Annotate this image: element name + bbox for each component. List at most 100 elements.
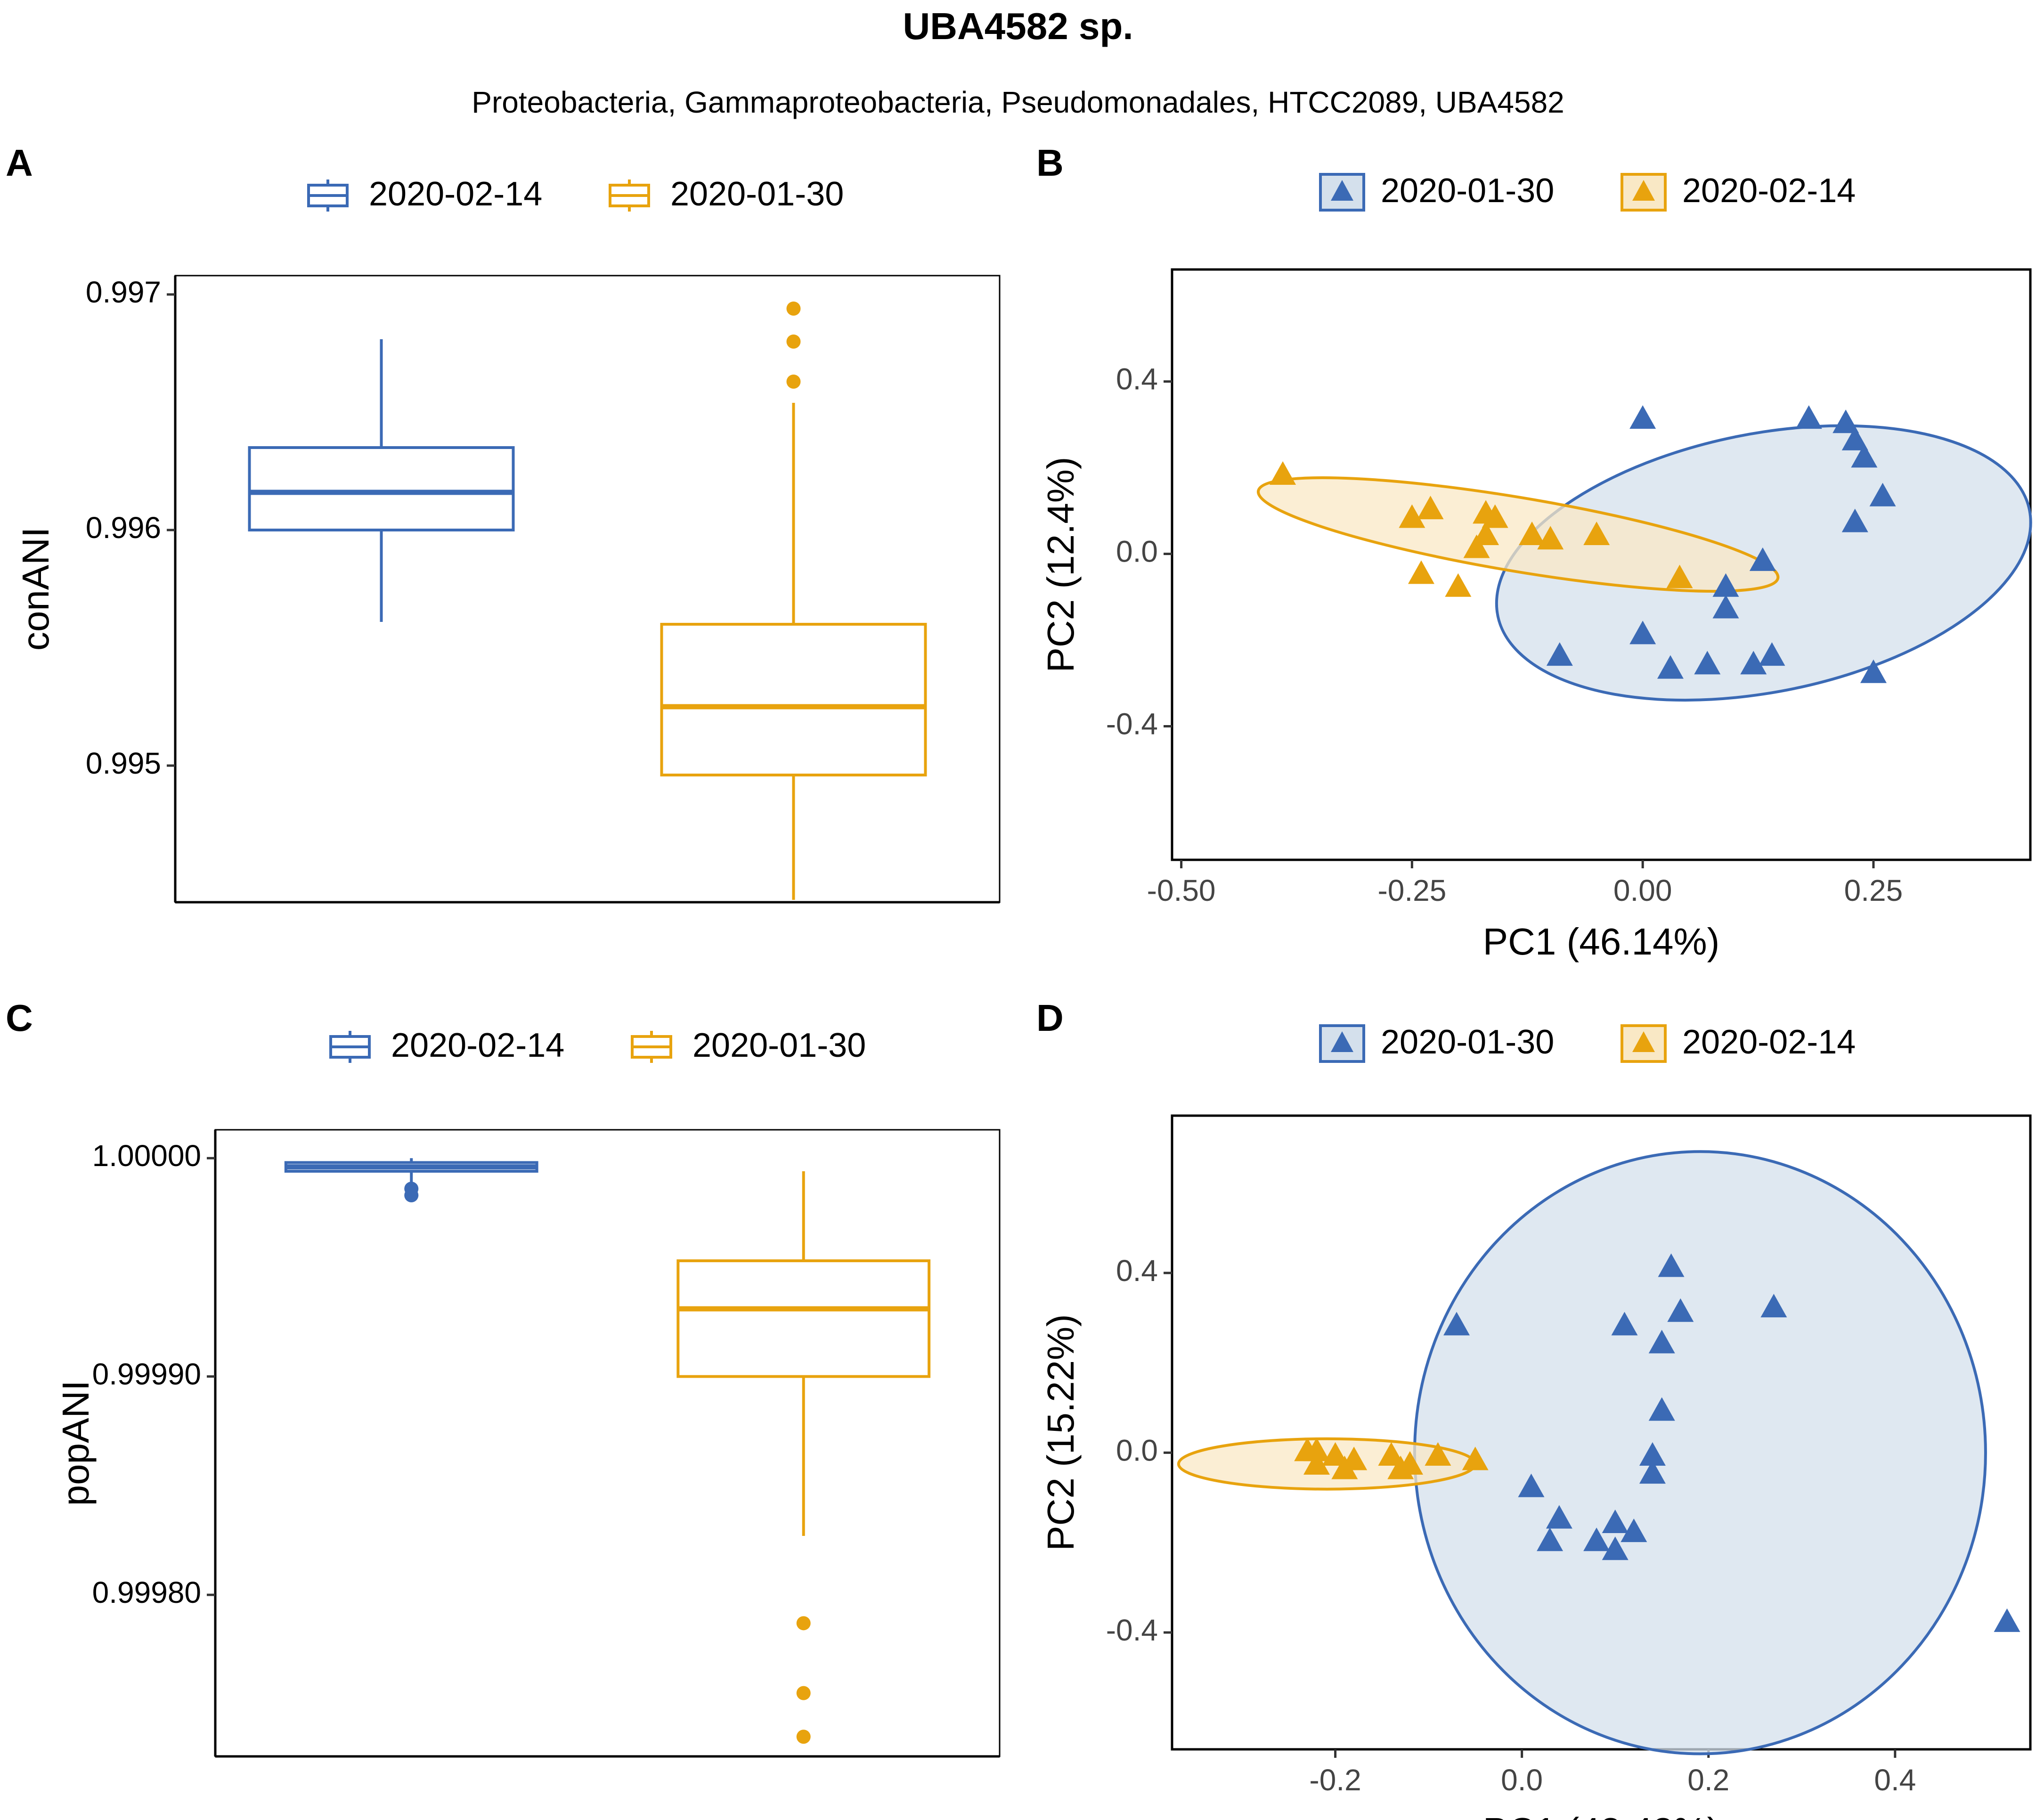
scatter-point [1869,482,1896,506]
box-2020-02-14 [284,1158,538,1203]
x-axis-label: PC1 (46.14%) [1483,921,1719,963]
x-tick-label: 0.4 [1874,1763,1916,1797]
box-outlier-point [404,1188,419,1203]
scatter-point [1519,522,1546,546]
scatter-point [1621,1518,1647,1543]
scatter-point [1387,1455,1414,1479]
scatter-point [1602,1510,1629,1534]
box-outlier-point [796,1730,811,1744]
scatter-point [1445,573,1472,597]
scatter-point [1322,1442,1349,1466]
legend-item-a-0 [307,180,349,212]
scatter-point [1639,1442,1666,1466]
legend-triangle-icon [1632,180,1655,201]
legend-label: 2020-02-14 [1682,1023,1856,1061]
scatter-point [1518,1473,1545,1497]
y-axis-label: conANI [15,527,57,651]
scatter-point [1537,1527,1564,1551]
scatter-point [1749,547,1776,571]
scatter-point [1851,444,1878,468]
scatter-point [1443,1312,1470,1336]
legend-label: 2020-02-14 [369,175,542,213]
scatter-point [1694,651,1721,675]
legend-item-b-1 [1621,173,1667,212]
series-2020-02-14 [1294,1437,1489,1479]
scatter-point [1463,534,1490,558]
y-tick-label: 0.0 [1116,1433,1158,1467]
y-axis-label: PC2 (15.22%) [1040,1314,1082,1551]
legend-triangle-icon [1331,180,1353,201]
x-tick-label: 0.2 [1687,1763,1729,1797]
legend-triangle-icon [1632,1031,1655,1052]
box-outlier-point [786,375,801,389]
scatter-point [1583,1527,1610,1551]
y-tick-label: 0.99990 [92,1357,201,1391]
panel-label-b: B [1036,142,1064,184]
panel-label-c: C [6,997,33,1039]
scatter-point [1583,522,1610,546]
scatter-point [1629,405,1656,429]
plot-frame [1171,1114,2032,1751]
scatter-point [1629,620,1656,645]
y-axis-label: PC2 (12.4%) [1040,457,1082,673]
legend-item-d-1 [1621,1024,1667,1063]
scatter-point [1378,1442,1405,1466]
box-outlier-point [796,1686,811,1700]
y-tick-label: 0.997 [86,275,161,309]
box-outlier-point [796,1616,811,1631]
scatter-point [1417,496,1444,520]
confidence-ellipse-2020-01-30 [1415,1151,1986,1754]
box-2020-01-30 [660,302,927,900]
legend-label: 2020-01-30 [1381,1023,1554,1061]
box-outlier-point [786,335,801,349]
x-axis-label: PC1 (48.48%) [1483,1810,1719,1820]
scatter-point [1648,1397,1675,1421]
plot-frame [174,275,1001,903]
y-tick-label: 0.99980 [92,1575,201,1609]
scatter-point [1841,508,1868,532]
x-tick-label: 0.25 [1844,873,1903,907]
y-tick-label: 0.996 [86,511,161,545]
scatter-point [1482,504,1508,528]
scatter-point [1303,1437,1330,1461]
scatter-point [1759,642,1785,666]
scatter-point [1546,642,1573,666]
series-2020-01-30 [1546,405,1896,683]
x-tick-label: 0.00 [1613,873,1672,907]
scatter-point [1611,1312,1638,1336]
y-tick-label: 0.4 [1116,1254,1158,1288]
plot-frame [214,1129,1001,1757]
figure-subtitle: Proteobacteria, Gammaproteobacteria, Pse… [472,85,1564,119]
box-outlier-point [786,302,801,316]
legend-item-c-0 [329,1031,371,1063]
box-iqr [660,623,927,776]
legend-label: 2020-02-14 [391,1027,564,1064]
scatter-point [1408,560,1434,584]
legend-label: 2020-01-30 [1381,172,1554,210]
series-2020-01-30 [1443,1253,2020,1632]
box-2020-01-30 [676,1171,931,1744]
x-tick-label: -0.2 [1309,1763,1361,1797]
figure-title: UBA4582 sp. [903,5,1133,47]
scatter-point [1462,1446,1489,1470]
scatter-point [1657,655,1684,679]
scatter-point [1795,405,1822,429]
legend-label: 2020-01-30 [670,175,844,213]
y-axis-label: popANI [55,1380,97,1506]
plot-frame [1171,268,2032,861]
legend-item-b-0 [1319,173,1365,212]
scatter-point [1537,526,1564,550]
x-tick-label: 0.0 [1501,1763,1543,1797]
legend-item-c-1 [631,1031,672,1063]
scatter-point [1546,1505,1572,1529]
scatter-point [1832,409,1859,433]
scatter-point [1740,651,1767,675]
scatter-point [1303,1451,1330,1475]
scatter-point [1841,426,1868,450]
legend-item-d-0 [1319,1024,1365,1063]
confidence-ellipse-2020-02-14 [1233,456,1804,614]
scatter-point [1667,1298,1694,1322]
panel-label-d: D [1036,997,1064,1039]
scatter-point [1399,504,1425,528]
